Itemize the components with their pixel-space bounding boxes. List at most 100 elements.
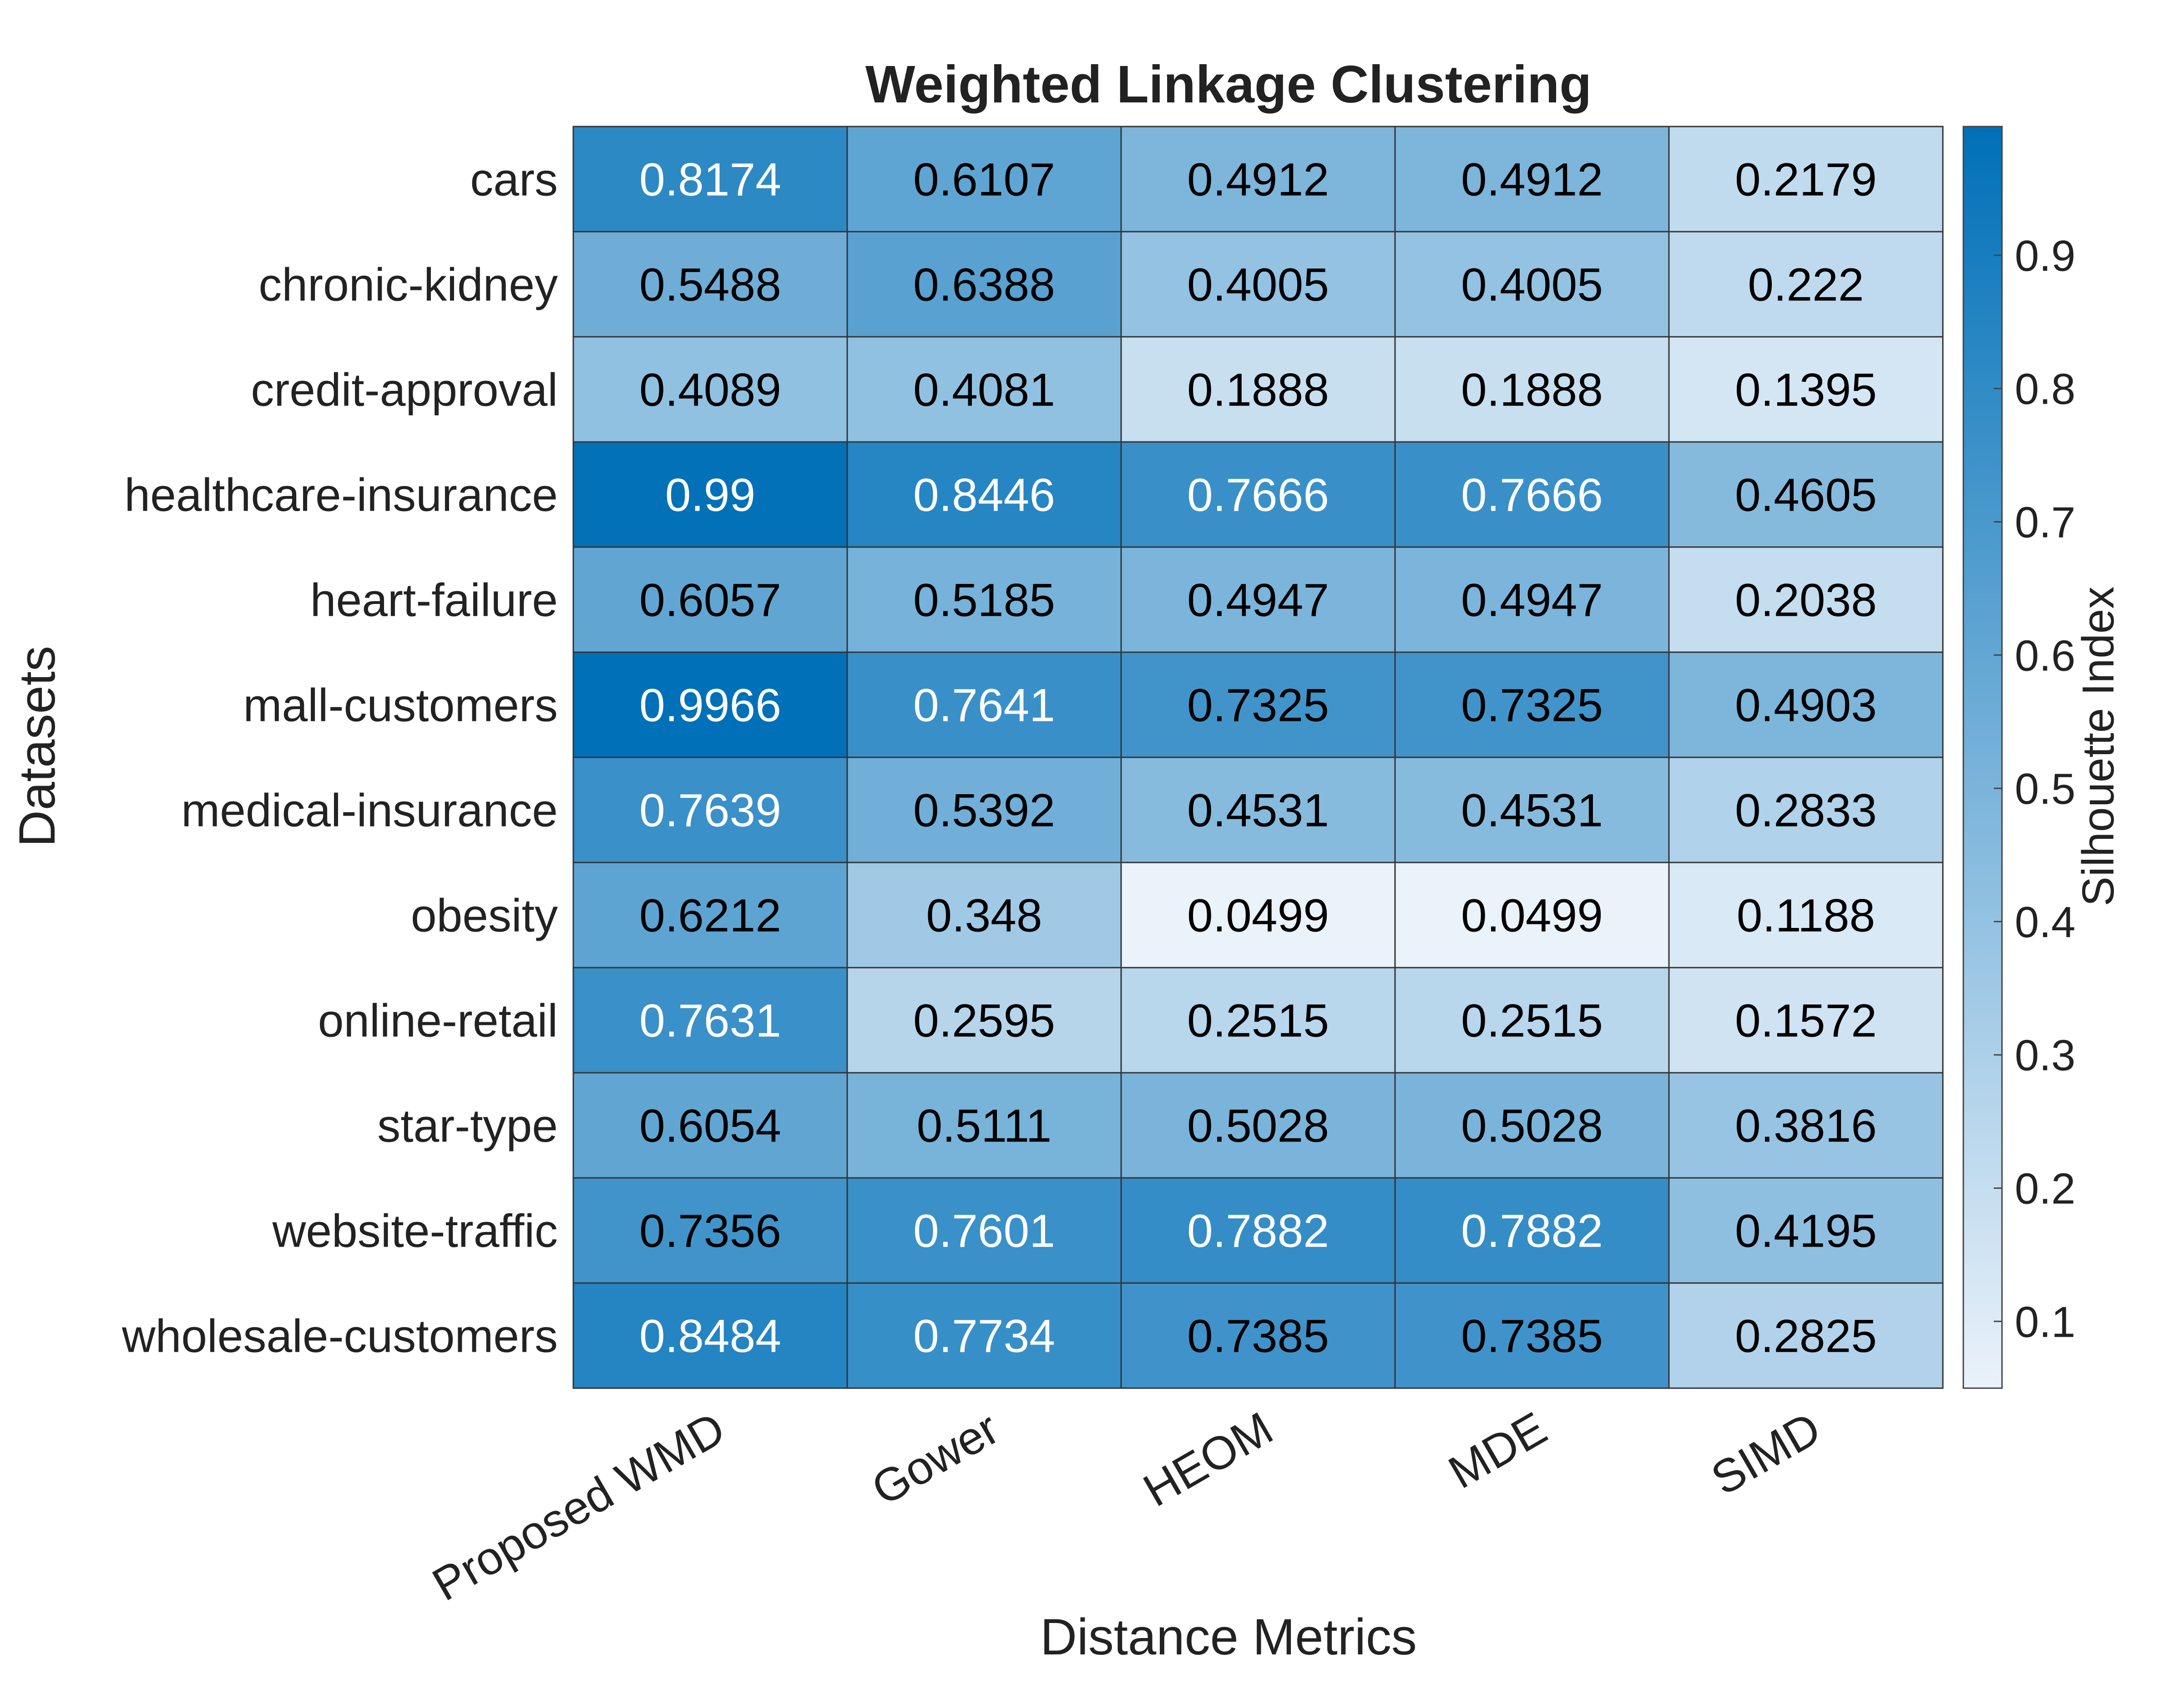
cell-value-label: 0.4531 <box>1187 785 1329 837</box>
cell-value-label: 0.4947 <box>1187 574 1329 626</box>
cell-value-label: 0.348 <box>926 890 1042 942</box>
cell-value-label: 0.5185 <box>913 574 1055 626</box>
cell-value-label: 0.4903 <box>1735 680 1877 731</box>
cell-value-label: 0.2825 <box>1735 1310 1877 1362</box>
cell-value-label: 0.4912 <box>1187 154 1329 206</box>
cell-value-label: 0.6057 <box>639 574 781 626</box>
cell-value-label: 0.222 <box>1748 259 1864 311</box>
chart-title: Weighted Linkage Clustering <box>865 55 1592 114</box>
heatmap-cell <box>1120 126 1396 233</box>
cell-value-label: 0.0499 <box>1461 890 1603 942</box>
cell-value-label: 0.2179 <box>1735 154 1877 206</box>
heatmap-cell <box>1120 967 1396 1074</box>
colorbar-tick-label: 0.5 <box>2015 765 2075 813</box>
heatmap-cell <box>572 862 848 969</box>
y-tick-label: chronic-kidney <box>258 259 558 311</box>
cell-value-label: 0.7666 <box>1187 469 1329 521</box>
heatmap-cell <box>1668 546 1944 653</box>
heatmap-cell <box>846 546 1122 653</box>
heatmap-cell <box>1668 967 1944 1074</box>
cell-value-label: 0.7882 <box>1187 1205 1329 1257</box>
heatmap-cell <box>1120 441 1396 548</box>
heatmap-cell <box>1668 126 1944 233</box>
heatmap-cell <box>1394 862 1670 969</box>
cell-value-label: 0.7356 <box>639 1205 781 1257</box>
y-tick-label: medical-insurance <box>181 785 558 837</box>
heatmap-cell <box>1120 1072 1396 1179</box>
heatmap-cell <box>1668 1072 1944 1179</box>
cell-value-label: 0.5488 <box>639 259 781 311</box>
heatmap-cell <box>1394 336 1670 443</box>
x-tick-label: HEOM <box>1135 1402 1281 1517</box>
cell-value-label: 0.7325 <box>1461 680 1603 731</box>
cell-value-label: 0.6388 <box>913 259 1055 311</box>
heatmap-cell <box>846 1282 1122 1389</box>
cell-value-label: 0.4089 <box>639 364 781 416</box>
cell-value-label: 0.2515 <box>1187 995 1329 1047</box>
heatmap-cell <box>846 651 1122 758</box>
y-tick-label: website-traffic <box>272 1205 558 1257</box>
y-tick-label: online-retail <box>318 995 558 1047</box>
x-tick-labels: Proposed WMD Gower HEOM MDE SIMD <box>424 1402 1829 1611</box>
cell-value-label: 0.7641 <box>913 680 1055 731</box>
heatmap-cell <box>1120 336 1396 443</box>
heatmap-cell <box>572 441 848 548</box>
x-tick-label: Proposed WMD <box>424 1402 733 1611</box>
heatmap-cell <box>572 126 848 233</box>
cell-value-label: 0.7385 <box>1187 1310 1329 1362</box>
y-tick-label: mall-customers <box>243 680 558 731</box>
heatmap-cell <box>1120 231 1396 338</box>
cell-value-label: 0.8174 <box>639 154 781 206</box>
colorbar-label: Silhouette Index <box>2073 587 2123 907</box>
cell-value-label: 0.2038 <box>1735 574 1877 626</box>
cell-value-label: 0.4005 <box>1187 259 1329 311</box>
cell-value-label: 0.4531 <box>1461 785 1603 837</box>
cell-value-label: 0.4005 <box>1461 259 1603 311</box>
y-tick-label: wholesale-customers <box>121 1310 558 1362</box>
heatmap-cell <box>1668 651 1944 758</box>
cell-value-label: 0.5028 <box>1187 1100 1329 1152</box>
cell-value-label: 0.4912 <box>1461 154 1603 206</box>
colorbar-tick-label: 0.6 <box>2015 631 2075 680</box>
colorbar-tick-label: 0.9 <box>2015 232 2075 280</box>
x-axis-label: Distance Metrics <box>1040 1608 1417 1665</box>
cell-value-label: 0.7882 <box>1461 1205 1603 1257</box>
y-tick-label: credit-approval <box>251 364 558 416</box>
cell-value-label: 0.7385 <box>1461 1310 1603 1362</box>
cell-value-label: 0.7666 <box>1461 469 1603 521</box>
y-tick-label: heart-failure <box>310 574 558 626</box>
y-tick-label: healthcare-insurance <box>124 469 558 521</box>
heatmap-cell <box>1120 546 1396 653</box>
heatmap-cell <box>572 1282 848 1389</box>
heatmap-cell <box>572 1072 848 1179</box>
cell-value-label: 0.1572 <box>1735 995 1877 1047</box>
heatmap-cell <box>572 1177 848 1284</box>
cell-value-label: 0.2595 <box>913 995 1055 1047</box>
cell-value-label: 0.1888 <box>1461 364 1603 416</box>
cell-value-label: 0.3816 <box>1735 1100 1877 1152</box>
heatmap-cell <box>1394 441 1670 548</box>
heatmap-cells: 0.8174 0.6107 0.4912 0.4912 0.2179 0.5488 0.63… <box>572 126 1944 1389</box>
heatmap-cell <box>846 126 1122 233</box>
cell-value-label: 0.8446 <box>913 469 1055 521</box>
cell-value-label: 0.7601 <box>913 1205 1055 1257</box>
heatmap-cell <box>1668 756 1944 863</box>
cell-value-label: 0.7631 <box>639 995 781 1047</box>
heatmap-cell <box>1394 1177 1670 1284</box>
heatmap-cell <box>846 1072 1122 1179</box>
cell-value-label: 0.99 <box>665 469 756 521</box>
heatmap-cell <box>1394 126 1670 233</box>
heatmap-cell <box>1120 651 1396 758</box>
cell-value-label: 0.4605 <box>1735 469 1877 521</box>
heatmap-cell <box>572 231 848 338</box>
y-tick-label: cars <box>470 154 558 206</box>
cell-value-label: 0.4195 <box>1735 1205 1877 1257</box>
cell-value-label: 0.0499 <box>1187 890 1329 942</box>
heatmap-cell <box>846 441 1122 548</box>
cell-value-label: 0.6054 <box>639 1100 781 1152</box>
cell-value-label: 0.2833 <box>1735 785 1877 837</box>
heatmap-cell <box>1668 1177 1944 1284</box>
cell-value-label: 0.4081 <box>913 364 1055 416</box>
heatmap-cell <box>846 967 1122 1074</box>
cell-value-label: 0.6107 <box>913 154 1055 206</box>
